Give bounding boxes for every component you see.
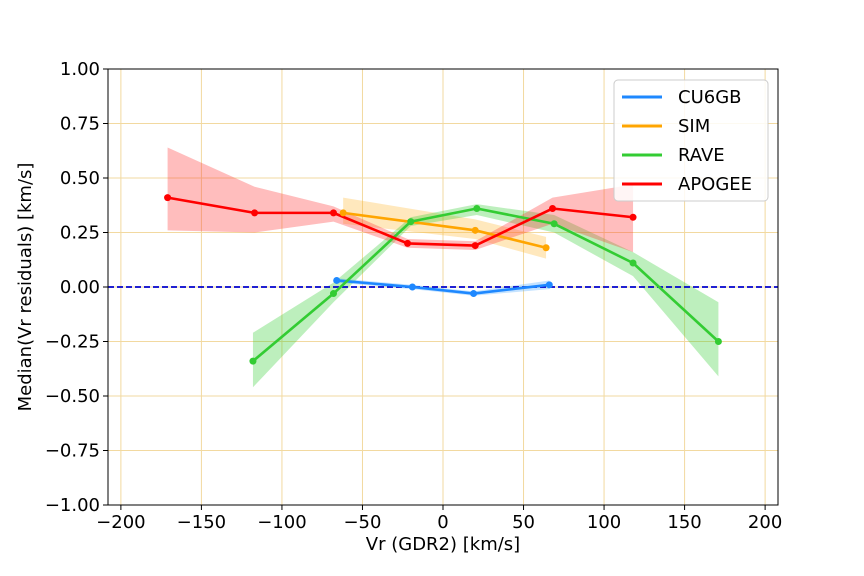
y-tick-label-2: −0.50 bbox=[45, 386, 100, 407]
legend-label-cu6gb: CU6GB bbox=[678, 87, 742, 108]
legend-label-sim: SIM bbox=[678, 116, 710, 137]
x-tick-label-7: 150 bbox=[667, 512, 701, 533]
cu6gb-line bbox=[336, 279, 550, 295]
x-tick-label-3: −50 bbox=[343, 512, 381, 533]
rave-point-2 bbox=[407, 218, 415, 226]
y-tick-label-4: 0.00 bbox=[60, 277, 100, 298]
x-tick-label-1: −150 bbox=[177, 512, 226, 533]
y-tick-label-8: 1.00 bbox=[60, 59, 100, 80]
apogee-point-4 bbox=[471, 242, 479, 250]
sim-point-1 bbox=[471, 226, 479, 234]
x-tick-label-5: 50 bbox=[512, 512, 535, 533]
apogee-point-5 bbox=[549, 205, 557, 213]
sim-band bbox=[343, 197, 547, 259]
legend: CU6GB SIM RAVE APOGEE bbox=[613, 79, 769, 202]
legend-label-apogee: APOGEE bbox=[678, 174, 752, 195]
series-points bbox=[164, 194, 722, 365]
y-tick-label-0: −1.00 bbox=[45, 495, 100, 516]
cu6gb-point-3 bbox=[545, 281, 553, 289]
rave-point-5 bbox=[629, 259, 637, 267]
y-axis-ticks: −1.00 −0.75 −0.50 −0.25 0.00 0.25 0.50 0.75 1.00 bbox=[45, 59, 108, 516]
x-tick-label-0: −200 bbox=[96, 512, 145, 533]
sim-point-2 bbox=[542, 244, 550, 252]
rave-point-6 bbox=[714, 338, 722, 345]
y-tick-label-7: 0.75 bbox=[60, 114, 100, 135]
rave-point-3 bbox=[473, 205, 481, 213]
cu6gb-point-2 bbox=[470, 290, 478, 298]
legend-label-rave: RAVE bbox=[678, 145, 725, 166]
legend-box bbox=[613, 79, 769, 202]
y-tick-label-5: 0.25 bbox=[60, 223, 100, 244]
apogee-point-0 bbox=[164, 194, 172, 202]
x-tick-label-4: 0 bbox=[437, 512, 448, 533]
x-axis-label: Vr (GDR2) [km/s] bbox=[366, 534, 520, 555]
apogee-point-3 bbox=[404, 239, 412, 247]
sim-point-0 bbox=[339, 209, 347, 217]
x-axis-ticks: −200 −150 −100 −50 0 50 100 150 200 bbox=[96, 505, 782, 533]
cu6gb-point-0 bbox=[333, 276, 341, 284]
rave-band bbox=[252, 204, 719, 388]
y-tick-label-1: −0.75 bbox=[45, 441, 100, 462]
apogee-point-2 bbox=[329, 209, 337, 217]
apogee-point-1 bbox=[251, 209, 259, 217]
rave-point-0 bbox=[249, 357, 257, 365]
y-tick-label-6: 0.50 bbox=[60, 168, 100, 189]
apogee-point-6 bbox=[629, 213, 637, 221]
x-tick-label-8: 200 bbox=[748, 512, 782, 533]
cu6gb-point-1 bbox=[408, 283, 416, 291]
y-axis-label: Median(Vr residuals) [km/s] bbox=[15, 163, 36, 412]
x-tick-label-6: 100 bbox=[587, 512, 621, 533]
rave-point-1 bbox=[329, 290, 337, 298]
x-tick-label-2: −100 bbox=[257, 512, 306, 533]
rave-point-4 bbox=[550, 220, 558, 228]
y-tick-label-3: −0.25 bbox=[45, 332, 100, 353]
